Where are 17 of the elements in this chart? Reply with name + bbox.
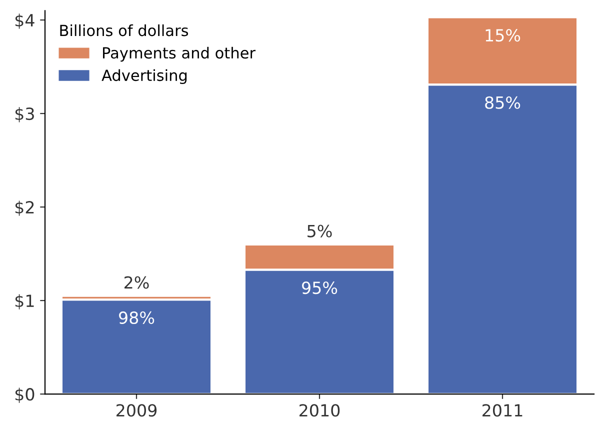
legend-title: Billions of dollars bbox=[60, 24, 188, 36]
y-tick-label: $3 bbox=[15, 107, 34, 122]
x-tick-label: 2010 bbox=[300, 404, 340, 417]
legend-label: Payments and other bbox=[103, 46, 256, 62]
y-tick-label: $1 bbox=[15, 294, 34, 310]
annotation: 5% bbox=[308, 224, 332, 238]
x-tick-label: 2011 bbox=[482, 404, 522, 417]
y-tick-label: $2 bbox=[15, 200, 34, 216]
annotation: 85% bbox=[485, 96, 520, 109]
legend-label: Advertising bbox=[102, 69, 187, 84]
annotation: 15% bbox=[486, 28, 520, 42]
annotation: 98% bbox=[119, 311, 154, 324]
annotation: 95% bbox=[302, 281, 338, 294]
annotation: 2% bbox=[124, 276, 149, 289]
x-tick-label: 2009 bbox=[116, 404, 157, 417]
y-tick-label: $4 bbox=[15, 14, 34, 29]
y-tick-label: $0 bbox=[15, 388, 34, 403]
